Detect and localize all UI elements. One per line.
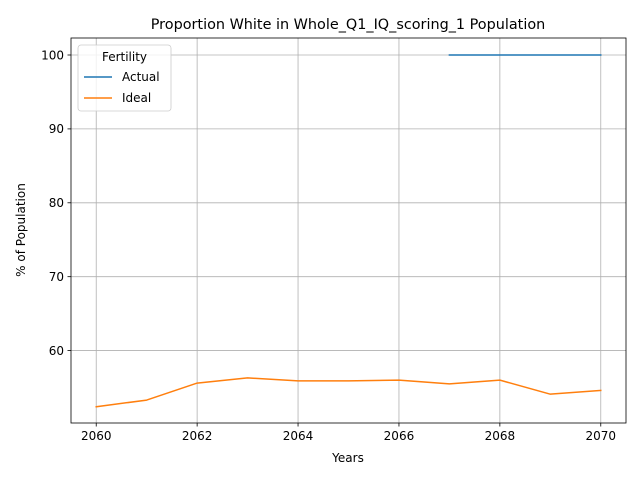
y-tick-label: 100 <box>41 48 64 62</box>
x-tick-label: 2060 <box>81 429 112 443</box>
x-tick-label: 2068 <box>485 429 516 443</box>
y-tick-label: 60 <box>49 344 64 358</box>
y-tick-label: 80 <box>49 196 64 210</box>
series-line-ideal <box>95 377 602 408</box>
y-tick-label: 90 <box>49 122 64 136</box>
legend: Fertility Actual Ideal <box>77 44 172 112</box>
y-axis-label: % of Population <box>14 183 28 277</box>
y-axis: 60 70 80 90 100 <box>41 48 71 358</box>
x-tick-label: 2066 <box>384 429 415 443</box>
grid <box>71 38 626 423</box>
legend-title: Fertility <box>102 50 147 64</box>
x-tick-label: 2070 <box>585 429 616 443</box>
x-tick-label: 2062 <box>182 429 213 443</box>
legend-label-ideal: Ideal <box>122 91 151 105</box>
y-tick-label: 70 <box>49 270 64 284</box>
legend-box <box>77 44 172 112</box>
plot-frame <box>70 37 627 424</box>
legend-label-actual: Actual <box>122 70 160 84</box>
x-axis-label: Years <box>331 451 364 465</box>
x-axis: 2060 2062 2064 2066 2068 2070 <box>81 423 616 443</box>
series-layer <box>95 54 602 408</box>
chart-title: Proportion White in Whole_Q1_IQ_scoring_… <box>151 17 546 33</box>
x-tick-label: 2064 <box>283 429 314 443</box>
